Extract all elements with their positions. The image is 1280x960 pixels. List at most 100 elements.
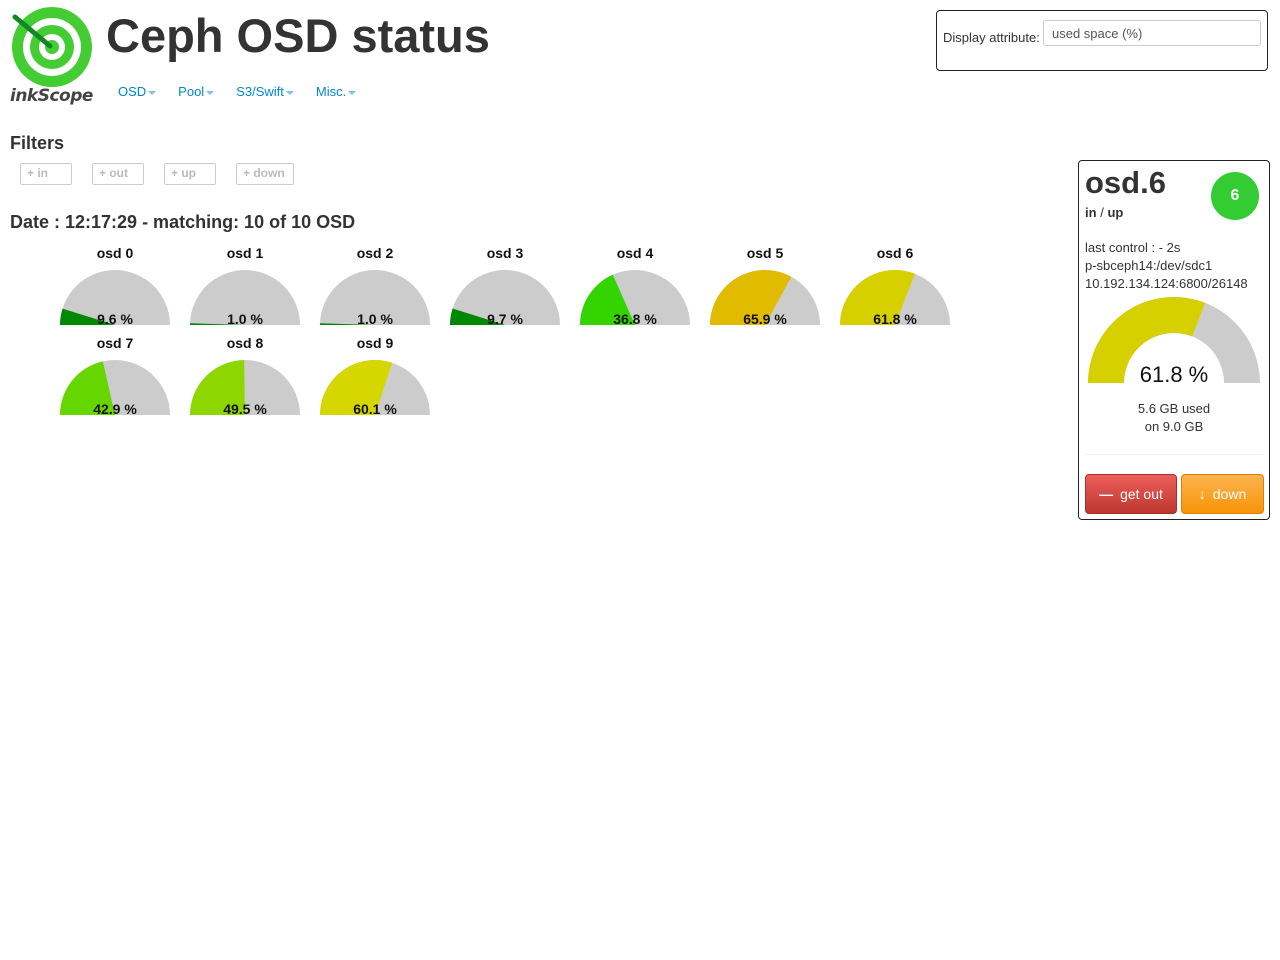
osd-gauge-chart — [450, 270, 560, 325]
osd-gauge-value: 49.5 % — [223, 401, 267, 417]
gauge-value-sector — [190, 323, 245, 325]
osd-gauge-title: osd 8 — [226, 335, 264, 351]
osd-gauge-chart — [190, 360, 300, 415]
osd-state-in: in — [1085, 205, 1097, 220]
display-attribute-label: Display attribute: — [943, 30, 1040, 45]
gauge-value-sector — [840, 270, 915, 325]
logo-text: inkScope — [10, 86, 93, 106]
osd-gauge[interactable]: osd 2 1.0 % — [320, 245, 430, 327]
osd-gauge-value: 65.9 % — [743, 311, 787, 327]
filters-title: Filters — [10, 133, 65, 153]
osd-gauge-title: osd 9 — [356, 335, 394, 351]
osd-gauge-title: osd 2 — [356, 245, 394, 261]
osd-gauge-value: 61.8 % — [873, 311, 917, 327]
gauge-value-arc — [1088, 297, 1206, 383]
osd-gauge-chart — [840, 270, 950, 325]
osd-gauge[interactable]: osd 4 36.8 % — [580, 245, 690, 327]
osd-used-space: 5.6 GB used — [1137, 401, 1211, 416]
caret-down-icon — [348, 90, 357, 95]
gauge-background — [190, 270, 300, 325]
osd-gauge-value: 42.9 % — [93, 401, 137, 417]
nav-item-pool[interactable]: Pool — [178, 84, 215, 99]
get-out-label: get out — [1120, 486, 1163, 502]
osd-gauge[interactable]: osd 8 49.5 % — [190, 335, 300, 417]
down-button[interactable]: ↓ down — [1181, 474, 1264, 514]
nav-item-osd[interactable]: OSD — [118, 84, 157, 99]
osd-gauge-value: 36.8 % — [613, 311, 657, 327]
osd-gauge-chart — [190, 270, 300, 325]
get-out-button[interactable]: — get out — [1085, 474, 1177, 514]
gauge-value-sector — [710, 270, 792, 325]
gauge-value-sector — [60, 308, 115, 325]
osd-gauge-value: 60.1 % — [353, 401, 397, 417]
page-title: Ceph OSD status — [106, 9, 490, 62]
main-nav: OSD Pool S3/Swift Misc. — [118, 84, 378, 99]
minus-icon: — — [1099, 486, 1114, 502]
osd-gauge-chart — [710, 270, 820, 325]
nav-item-label: S3/Swift — [236, 84, 284, 99]
target-logo-icon — [12, 7, 92, 87]
filter-up-button[interactable]: + up — [164, 163, 216, 185]
inkscope-logo[interactable] — [10, 5, 94, 105]
caret-down-icon — [148, 90, 157, 95]
osd-last-control: last control : - 2s — [1085, 240, 1181, 255]
osd-gauge-value: 1.0 % — [357, 311, 393, 327]
osd-gauge-title: osd 7 — [96, 335, 134, 351]
osd-gauge[interactable]: osd 9 60.1 % — [320, 335, 430, 417]
nav-item-s3-swift[interactable]: S3/Swift — [236, 84, 294, 99]
osd-detail-panel: osd.6 6 in / up last control : - 2s p-sb… — [1078, 160, 1270, 520]
gauge-background — [320, 270, 430, 325]
osd-id-badge: 6 — [1211, 172, 1259, 220]
osd-gauge-title: osd 0 — [96, 245, 134, 261]
gauge-value-sector — [190, 360, 245, 415]
osd-gauge-title: osd 5 — [746, 245, 784, 261]
gauge-background — [60, 270, 170, 325]
gauge-value-sector — [60, 361, 115, 415]
filter-in-button[interactable]: + in — [20, 163, 72, 185]
osd-gauge-value: 1.0 % — [227, 311, 263, 327]
nav-item-label: Misc. — [315, 84, 347, 99]
arrow-down-icon: ↓ — [1198, 486, 1206, 502]
osd-gauge-chart — [580, 270, 690, 325]
osd-gauge-title: osd 6 — [876, 245, 914, 261]
osd-gauge-chart — [60, 270, 170, 325]
nav-item-label: OSD — [118, 84, 147, 99]
osd-gauge-value: 9.7 % — [487, 311, 523, 327]
down-label: down — [1212, 486, 1247, 502]
osd-detail-name: osd.6 — [1085, 165, 1166, 200]
osd-gauge[interactable]: osd 3 9.7 % — [450, 245, 560, 327]
caret-down-icon — [285, 90, 294, 95]
osd-gauge[interactable]: osd 1 1.0 % — [190, 245, 300, 327]
nav-item-label: Pool — [178, 84, 205, 99]
osd-total-space: on 9.0 GB — [1144, 419, 1204, 434]
osd-gauge-title: osd 1 — [226, 245, 264, 261]
osd-device: p-sbceph14:/dev/sdc1 — [1085, 258, 1213, 273]
gauge-background — [450, 270, 560, 325]
osd-gauge[interactable]: osd 0 9.6 % — [60, 245, 170, 327]
gauge-value-sector — [320, 323, 375, 325]
status-line: Date : 12:17:29 - matching: 10 of 10 OSD — [10, 212, 356, 232]
osd-gauge-chart — [60, 360, 170, 415]
osd-detail-percent: 61.8 % — [1139, 362, 1209, 387]
caret-down-icon — [206, 90, 215, 95]
display-attribute-panel: Display attribute: — [936, 10, 1268, 71]
gauge-value-sector — [320, 360, 393, 415]
osd-detail-gauge — [1088, 297, 1260, 383]
gauge-value-sector — [580, 274, 635, 325]
osd-address: 10.192.134.124:6800/26148 — [1085, 276, 1248, 291]
filter-out-button[interactable]: + out — [92, 163, 144, 185]
osd-gauge[interactable]: osd 6 61.8 % — [840, 245, 950, 327]
gauge-value-sector — [450, 308, 505, 325]
osd-gauge-chart — [320, 360, 430, 415]
osd-gauge[interactable]: osd 7 42.9 % — [60, 335, 170, 417]
osd-state-up: up — [1107, 205, 1124, 220]
filter-down-button[interactable]: + down — [236, 163, 294, 185]
osd-state-separator: / — [1100, 205, 1104, 220]
osd-state: in / up — [1085, 205, 1123, 220]
divider — [1085, 454, 1263, 455]
display-attribute-input[interactable] — [1043, 20, 1261, 46]
osd-gauge-chart — [320, 270, 430, 325]
osd-gauge-title: osd 3 — [486, 245, 524, 261]
nav-item-misc[interactable]: Misc. — [315, 84, 357, 99]
osd-gauge[interactable]: osd 5 65.9 % — [710, 245, 820, 327]
